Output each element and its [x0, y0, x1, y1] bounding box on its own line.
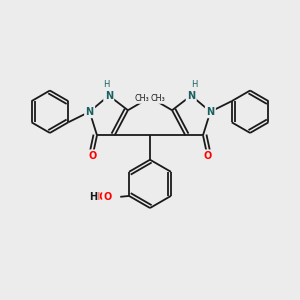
Text: CH₃: CH₃ — [151, 94, 166, 103]
Text: H: H — [89, 192, 98, 203]
Text: H: H — [103, 80, 109, 89]
Text: N: N — [206, 107, 214, 117]
Text: N: N — [85, 107, 94, 117]
Text: O: O — [88, 151, 97, 161]
Text: HO: HO — [91, 192, 108, 203]
Text: O: O — [103, 192, 111, 203]
Text: H: H — [191, 80, 197, 89]
Text: CH₃: CH₃ — [134, 94, 149, 103]
Text: O: O — [203, 151, 211, 161]
Text: N: N — [105, 91, 113, 100]
Text: N: N — [187, 91, 195, 100]
